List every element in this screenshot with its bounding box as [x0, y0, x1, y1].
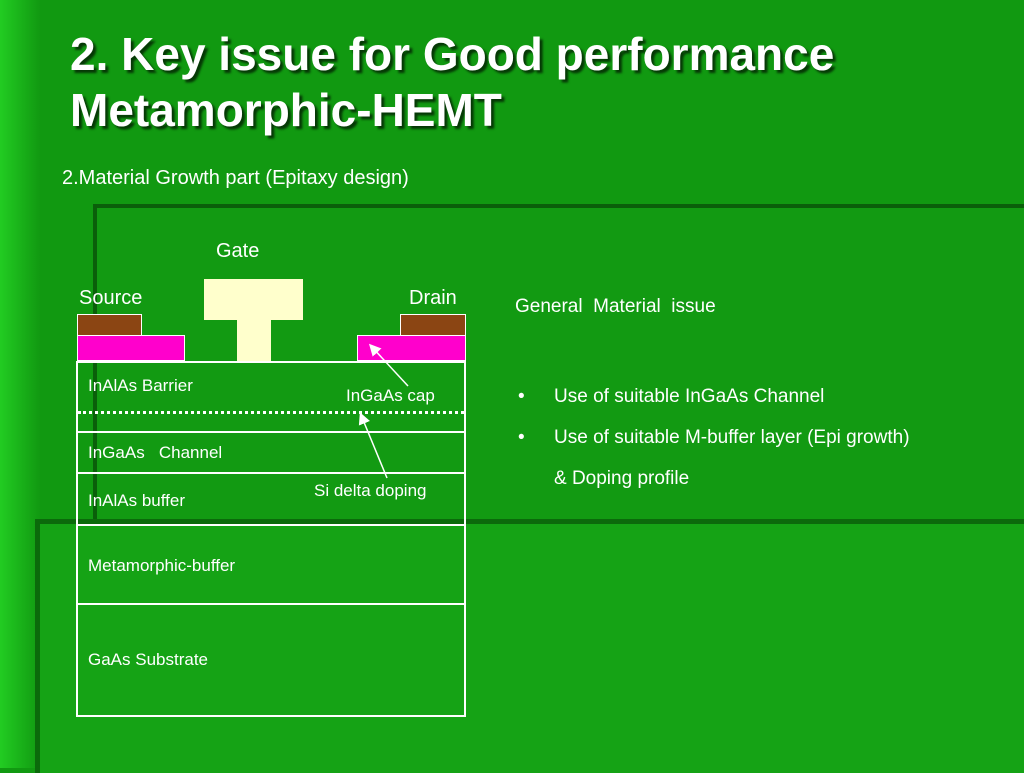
issue-text: & Doping profile: [554, 468, 690, 489]
issue-text: Use of suitable M-buffer layer (Epi grow…: [554, 427, 910, 448]
source-label: Source: [79, 287, 143, 309]
issues-heading: General Material issue: [515, 296, 716, 317]
issue-item: • Use of suitable InGaAs Channel: [518, 376, 1018, 417]
layer-divider: [78, 472, 464, 474]
layer-substrate: GaAs Substrate: [88, 650, 209, 669]
layer-divider: [78, 603, 464, 605]
delta-doping-arrow: [358, 412, 388, 479]
layer-divider: [78, 524, 464, 526]
layer-barrier: InAlAs Barrier: [88, 376, 193, 395]
issue-text: Use of suitable InGaAs Channel: [554, 386, 825, 407]
delta-doping-annotation: Si delta doping: [314, 481, 427, 500]
cap-annotation: InGaAs cap: [346, 386, 435, 405]
issue-item: • Use of suitable M-buffer layer (Epi gr…: [518, 417, 1018, 458]
slide-subtitle: 2.Material Growth part (Epitaxy design): [62, 167, 409, 189]
epitaxial-layer-stack: InAlAs Barrier InGaAs Channel InAlAs buf…: [76, 361, 466, 717]
bullet-icon: •: [518, 386, 525, 407]
issue-continuation: & Doping profile: [518, 458, 1018, 499]
issues-list: • Use of suitable InGaAs Channel • Use o…: [518, 376, 1018, 499]
cap-arrow: [368, 343, 409, 387]
layer-divider: [78, 431, 464, 433]
source-cap-layer: [77, 335, 185, 361]
layer-metamorphic-buffer: Metamorphic-buffer: [88, 556, 236, 575]
title-line-1: 2. Key issue for Good performance: [70, 28, 835, 80]
drain-label: Drain: [409, 287, 457, 309]
background-panel-top: [93, 204, 1024, 523]
gate-stem: [237, 320, 271, 361]
bullet-icon: •: [518, 427, 525, 448]
gate-label: Gate: [216, 240, 260, 262]
background-panel-bottom: [35, 519, 1024, 773]
delta-doping-line: [78, 411, 464, 414]
background-gradient: [0, 0, 40, 768]
slide-title: 2. Key issue for Good performance Metamo…: [70, 26, 834, 138]
gate-head: [204, 279, 303, 320]
layer-inalas-buffer: InAlAs buffer: [88, 491, 186, 510]
layer-channel: InGaAs Channel: [88, 443, 223, 462]
title-line-2: Metamorphic-HEMT: [70, 84, 502, 136]
